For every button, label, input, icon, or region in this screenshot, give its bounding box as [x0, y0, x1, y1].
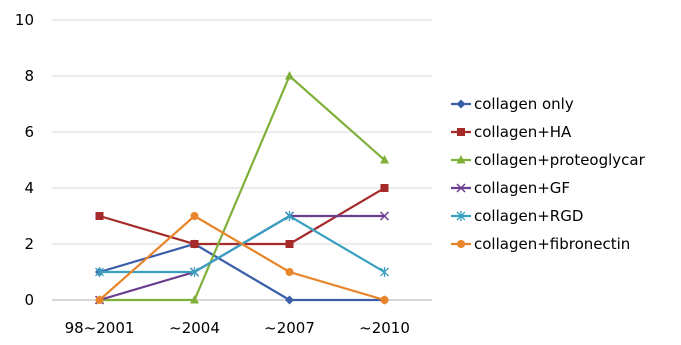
data-point [285, 240, 294, 248]
series-line [98, 214, 385, 302]
legend-label: collagen+GF [474, 179, 570, 197]
legend-item: collagen only [451, 95, 574, 113]
data-point [95, 267, 104, 277]
legend-marker [456, 99, 466, 109]
legend-marker [457, 128, 465, 136]
legend-marker [457, 240, 465, 248]
y-tick-label: 6 [24, 123, 34, 141]
legend-item: collagen+GF [451, 179, 570, 197]
data-point [285, 211, 294, 221]
y-tick-label: 2 [24, 235, 34, 253]
data-point [380, 267, 389, 277]
legend-label: collagen+proteoglycar [474, 151, 646, 169]
data-point [285, 268, 294, 276]
series-group [94, 71, 390, 305]
x-tick-label: 98~2001 [65, 319, 135, 337]
legend-label: collagen+fibronectin [474, 235, 630, 253]
data-point [95, 296, 104, 304]
legend-marker [456, 211, 466, 221]
data-point [285, 71, 294, 80]
legend-label: collagen+HA [474, 123, 572, 141]
legend-item: collagen+proteoglycar [451, 151, 646, 169]
legend-label: collagen+RGD [474, 207, 583, 225]
legend: collagen only collagen+HA collagen+proteog… [451, 95, 646, 253]
series-3 [94, 211, 390, 305]
y-tick-label: 10 [15, 11, 34, 29]
y-tick-label: 4 [24, 179, 34, 197]
y-axis-ticks: 0 2 4 6 8 10 [15, 11, 34, 309]
y-tick-label: 0 [24, 291, 34, 309]
legend-item: collagen+fibronectin [451, 235, 630, 253]
series-5 [95, 212, 389, 304]
legend-item: collagen+RGD [451, 207, 583, 225]
x-tick-label: ~2004 [169, 319, 220, 337]
grid-lines [52, 19, 432, 301]
data-point [190, 212, 199, 220]
data-point [190, 295, 199, 304]
legend-marker [456, 155, 466, 164]
x-tick-label: ~2010 [359, 319, 410, 337]
data-point [190, 240, 199, 248]
data-point [380, 184, 389, 192]
data-point [380, 296, 389, 304]
data-point [379, 211, 390, 221]
legend-label: collagen only [474, 95, 574, 113]
data-point [95, 212, 104, 220]
legend-marker [456, 183, 466, 193]
series-2 [95, 71, 389, 304]
legend-item: collagen+HA [451, 123, 572, 141]
y-tick-label: 8 [24, 67, 34, 85]
data-point [285, 295, 294, 305]
data-point [380, 155, 389, 164]
x-axis-ticks: 98~2001 ~2004 ~2007 ~2010 [65, 319, 410, 337]
data-point [190, 267, 199, 277]
x-tick-label: ~2007 [264, 319, 315, 337]
series-line [99, 74, 386, 302]
